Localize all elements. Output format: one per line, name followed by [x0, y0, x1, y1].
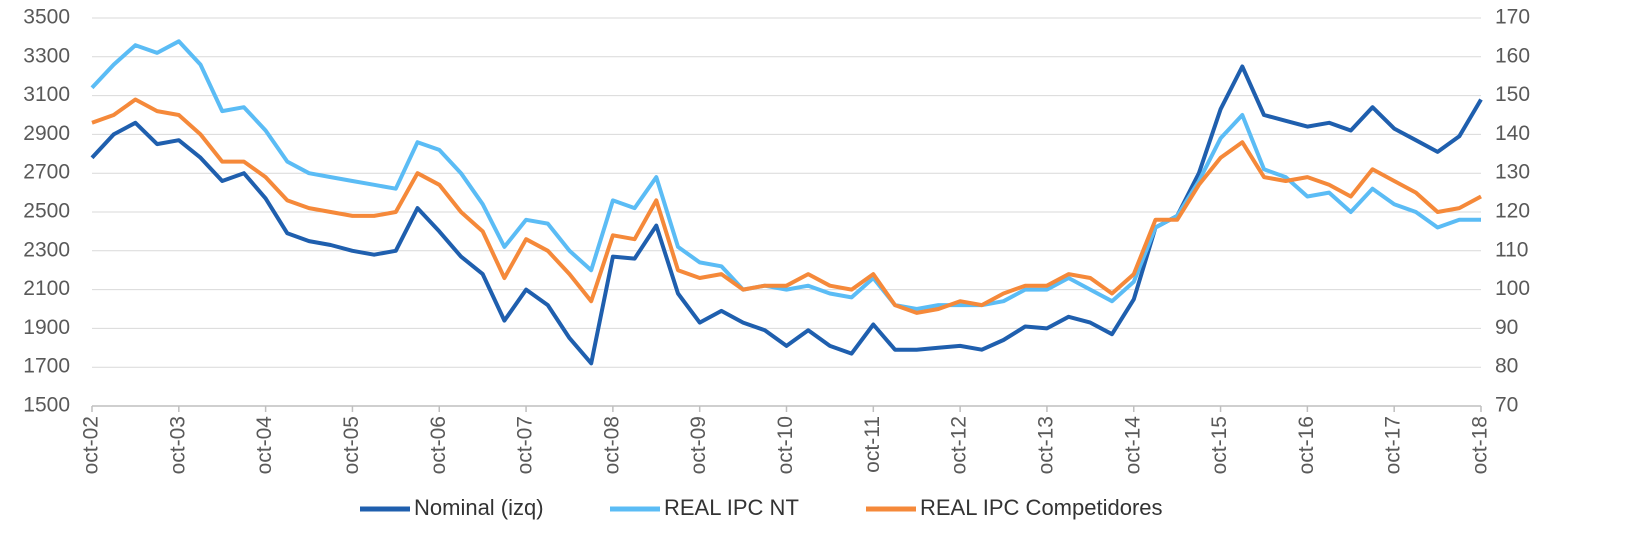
x-tick-label: oct-12 [948, 416, 971, 474]
series-line [91, 97, 1482, 315]
y2-tick-label: 140 [1495, 122, 1530, 145]
x-tick-label: oct-16 [1295, 416, 1318, 474]
series-line [90, 39, 1481, 311]
y2-tick-label: 70 [1495, 394, 1518, 417]
y-tick-label: 2300 [23, 238, 70, 261]
x-tick-label: oct-06 [427, 416, 450, 474]
x-tick-label: oct-07 [514, 416, 537, 474]
x-tick-label: oct-03 [166, 416, 189, 474]
y2-tick-label: 110 [1495, 238, 1528, 261]
y-tick-label: 1900 [23, 316, 70, 339]
y2-tick-label: 170 [1495, 6, 1530, 29]
y-tick-label: 1700 [23, 355, 70, 378]
x-tick-label: oct-15 [1208, 416, 1231, 474]
y2-tick-label: 130 [1495, 161, 1530, 184]
y2-tick-label: 120 [1495, 200, 1530, 223]
x-tick-label: oct-09 [687, 416, 710, 474]
series-line [90, 64, 1483, 366]
x-tick-label: oct-18 [1469, 416, 1492, 474]
y2-tick-label: 160 [1495, 44, 1530, 67]
x-tick-label: oct-11 [861, 416, 884, 473]
x-tick-label: oct-14 [1121, 416, 1144, 475]
x-tick-label: oct-17 [1382, 416, 1405, 474]
x-tick-label: oct-13 [1034, 416, 1057, 474]
y2-tick-label: 80 [1495, 355, 1518, 378]
y-tick-label: 3500 [23, 6, 70, 29]
y2-tick-label: 150 [1495, 83, 1530, 106]
x-tick-label: oct-08 [600, 416, 623, 474]
y2-tick-label: 90 [1495, 316, 1518, 339]
y-tick-label: 3100 [23, 83, 70, 106]
legend-label: REAL IPC NT [664, 495, 799, 520]
y-tick-label: 2900 [23, 122, 70, 145]
y-tick-label: 1500 [23, 394, 70, 417]
y-tick-label: 2100 [23, 277, 70, 300]
legend-label: REAL IPC Competidores [920, 495, 1163, 520]
y-tick-label: 2500 [23, 200, 70, 223]
x-tick-label: oct-02 [80, 416, 103, 474]
y-tick-label: 2700 [23, 161, 70, 184]
y-tick-label: 3300 [23, 44, 70, 67]
legend-label: Nominal (izq) [414, 495, 544, 520]
legend: Nominal (izq) REAL IPC NT REAL IPC Competi… [360, 495, 1163, 520]
x-tick-label: oct-04 [253, 416, 276, 475]
y2-tick-label: 100 [1495, 277, 1530, 300]
x-tick-label: oct-05 [340, 416, 363, 474]
x-tick-label: oct-10 [774, 416, 797, 474]
